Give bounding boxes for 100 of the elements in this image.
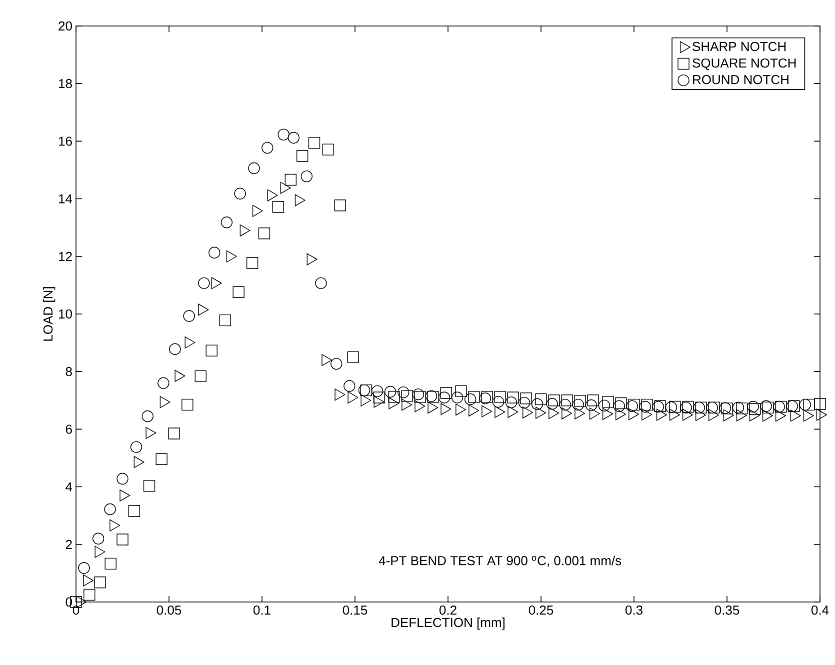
- point: [278, 128, 290, 140]
- point: [559, 398, 572, 411]
- point: [334, 388, 346, 401]
- point: [505, 396, 518, 408]
- y-tick-label: 16: [59, 136, 72, 146]
- point: [84, 588, 96, 601]
- point: [747, 400, 759, 413]
- point: [94, 546, 106, 558]
- point: [194, 370, 206, 382]
- x-tick-label: 0.15: [342, 606, 368, 615]
- point: [665, 401, 678, 414]
- point: [749, 409, 760, 422]
- point: [360, 394, 372, 406]
- point: [226, 250, 237, 262]
- legend-label: ROUND NOTCH: [693, 75, 788, 84]
- point: [438, 392, 450, 404]
- point: [613, 400, 625, 412]
- point: [142, 410, 154, 422]
- point: [536, 406, 546, 419]
- point: [104, 503, 116, 516]
- point: [814, 398, 826, 410]
- point: [330, 358, 342, 370]
- point: [294, 194, 306, 206]
- point: [455, 385, 467, 398]
- point: [258, 227, 270, 240]
- y-tick-label: 8: [66, 366, 72, 376]
- x-tick-label: 0.1: [253, 606, 270, 615]
- point: [334, 200, 346, 212]
- point: [398, 386, 410, 398]
- x-tick-label: 0.05: [156, 606, 182, 615]
- point: [572, 398, 584, 411]
- y-tick-label: 2: [66, 540, 72, 549]
- x-tick-label: 0.3: [625, 606, 642, 615]
- point: [208, 246, 220, 258]
- point: [116, 472, 128, 485]
- x-axis-title: DEFLECTION [mm]: [392, 618, 504, 630]
- y-tick-label: 6: [66, 424, 72, 434]
- point: [585, 399, 598, 412]
- point: [494, 406, 506, 418]
- point: [267, 189, 278, 202]
- point: [211, 277, 222, 290]
- point: [120, 489, 130, 502]
- point: [412, 388, 424, 400]
- point: [414, 391, 426, 403]
- point: [92, 532, 104, 544]
- point: [143, 480, 156, 492]
- point: [456, 404, 466, 416]
- point: [732, 402, 744, 414]
- point: [371, 385, 384, 398]
- point: [736, 409, 747, 422]
- point: [616, 408, 626, 420]
- point: [388, 397, 400, 410]
- point: [322, 144, 334, 156]
- point: [347, 351, 359, 364]
- point: [574, 407, 586, 420]
- point: [414, 400, 426, 412]
- y-tick-label: 20: [58, 21, 72, 31]
- point: [587, 394, 599, 406]
- point: [246, 257, 258, 269]
- point: [451, 392, 464, 404]
- point: [494, 391, 506, 403]
- point: [428, 402, 438, 414]
- point: [198, 304, 209, 316]
- point: [642, 408, 652, 420]
- point: [546, 398, 558, 410]
- point: [402, 398, 412, 411]
- point: [562, 407, 572, 420]
- point: [749, 403, 761, 415]
- point: [134, 456, 144, 468]
- point: [468, 404, 480, 416]
- annotation: 4-PT BEND TEST AT 900 $^{o}$C, 0.001 mm/s: [378, 556, 622, 567]
- point: [240, 224, 250, 236]
- point: [440, 403, 452, 416]
- point: [183, 310, 195, 322]
- point: [548, 407, 560, 420]
- point: [373, 392, 386, 404]
- point: [146, 426, 156, 439]
- point: [174, 370, 186, 382]
- x-tick-label: 0.4: [811, 606, 829, 615]
- point: [104, 558, 116, 570]
- point: [280, 182, 291, 194]
- point: [799, 398, 811, 411]
- point: [615, 397, 627, 410]
- point: [198, 277, 210, 290]
- y-tick-label: 10: [59, 309, 72, 319]
- point: [535, 393, 547, 406]
- point: [548, 394, 560, 406]
- point: [306, 253, 318, 266]
- point: [219, 314, 232, 326]
- point: [531, 398, 544, 410]
- point: [110, 519, 120, 532]
- point: [762, 410, 773, 422]
- point: [440, 387, 452, 399]
- point: [669, 400, 681, 413]
- y-tick-label: 14: [59, 194, 72, 204]
- point: [232, 286, 244, 298]
- point: [816, 408, 827, 421]
- point: [696, 409, 706, 422]
- point: [116, 534, 128, 546]
- point: [262, 142, 274, 154]
